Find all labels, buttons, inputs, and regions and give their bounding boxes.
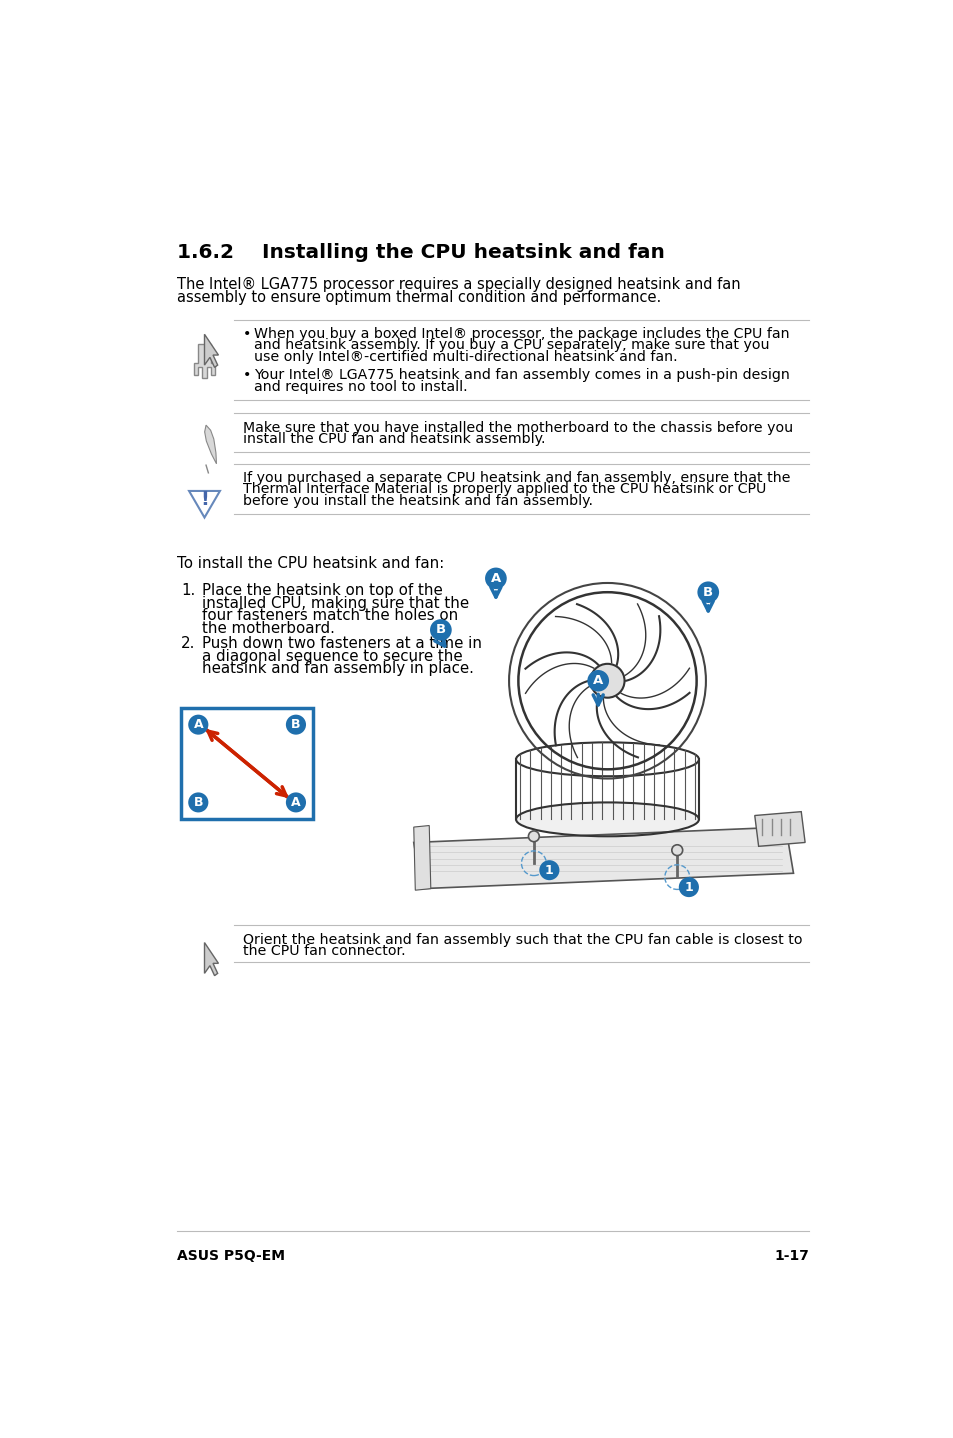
Text: A: A	[593, 674, 602, 687]
Polygon shape	[205, 426, 216, 464]
Text: 2.: 2.	[181, 636, 195, 651]
Text: the CPU fan connector.: the CPU fan connector.	[243, 945, 405, 959]
Text: 1: 1	[544, 864, 553, 877]
Circle shape	[528, 831, 538, 841]
Text: install the CPU fan and heatsink assembly.: install the CPU fan and heatsink assembl…	[243, 433, 545, 446]
Ellipse shape	[516, 802, 699, 837]
Text: Thermal Interface Material is properly applied to the CPU heatsink or CPU: Thermal Interface Material is properly a…	[243, 483, 766, 496]
Text: A: A	[193, 718, 203, 731]
Circle shape	[590, 664, 624, 697]
Circle shape	[484, 568, 506, 590]
Polygon shape	[414, 825, 431, 890]
Text: Your Intel® LGA775 heatsink and fan assembly comes in a push-pin design: Your Intel® LGA775 heatsink and fan asse…	[253, 368, 789, 383]
Text: the motherboard.: the motherboard.	[202, 621, 335, 636]
Text: ASUS P5Q-EM: ASUS P5Q-EM	[177, 1250, 285, 1263]
Text: When you buy a boxed Intel® processor, the package includes the CPU fan: When you buy a boxed Intel® processor, t…	[253, 326, 789, 341]
Text: B: B	[193, 795, 203, 810]
Text: A: A	[291, 795, 300, 810]
Text: To install the CPU heatsink and fan:: To install the CPU heatsink and fan:	[177, 557, 444, 571]
Circle shape	[671, 844, 682, 856]
Text: A: A	[490, 572, 500, 585]
Text: use only Intel®-certified multi-directional heatsink and fan.: use only Intel®-certified multi-directio…	[253, 351, 677, 364]
Circle shape	[188, 792, 208, 812]
Text: The Intel® LGA775 processor requires a specially designed heatsink and fan: The Intel® LGA775 processor requires a s…	[177, 276, 740, 292]
Text: Push down two fasteners at a time in: Push down two fasteners at a time in	[202, 636, 481, 651]
Text: •: •	[243, 326, 252, 341]
Text: a diagonal sequence to secure the: a diagonal sequence to secure the	[202, 649, 462, 663]
Polygon shape	[754, 811, 804, 847]
Text: Orient the heatsink and fan assembly such that the CPU fan cable is closest to: Orient the heatsink and fan assembly suc…	[243, 933, 801, 946]
Polygon shape	[414, 827, 793, 889]
Text: 1.6.2    Installing the CPU heatsink and fan: 1.6.2 Installing the CPU heatsink and fa…	[177, 243, 664, 262]
Polygon shape	[204, 942, 218, 975]
Text: B: B	[436, 624, 445, 637]
Text: 1: 1	[684, 880, 693, 893]
Text: If you purchased a separate CPU heatsink and fan assembly, ensure that the: If you purchased a separate CPU heatsink…	[243, 470, 790, 485]
Text: !: !	[200, 490, 209, 509]
Text: Place the heatsink on top of the: Place the heatsink on top of the	[202, 582, 442, 598]
Text: four fasteners match the holes on: four fasteners match the holes on	[202, 608, 458, 623]
FancyBboxPatch shape	[181, 707, 313, 820]
Text: Make sure that you have installed the motherboard to the chassis before you: Make sure that you have installed the mo…	[243, 420, 793, 434]
Circle shape	[697, 581, 719, 603]
Circle shape	[430, 620, 452, 641]
Text: and heatsink assembly. If you buy a CPU separately, make sure that you: and heatsink assembly. If you buy a CPU …	[253, 338, 769, 352]
Polygon shape	[204, 334, 218, 367]
Text: before you install the heatsink and fan assembly.: before you install the heatsink and fan …	[243, 495, 593, 509]
Text: •: •	[243, 368, 252, 383]
Text: and requires no tool to install.: and requires no tool to install.	[253, 380, 467, 394]
Text: 1-17: 1-17	[773, 1250, 808, 1263]
Text: B: B	[702, 585, 713, 598]
Polygon shape	[194, 344, 214, 378]
Text: 1.: 1.	[181, 582, 195, 598]
Circle shape	[587, 670, 608, 692]
Circle shape	[538, 860, 558, 880]
Circle shape	[286, 792, 306, 812]
Circle shape	[188, 715, 208, 735]
Text: installed CPU, making sure that the: installed CPU, making sure that the	[202, 595, 469, 611]
Text: assembly to ensure optimum thermal condition and performance.: assembly to ensure optimum thermal condi…	[177, 290, 661, 305]
Circle shape	[679, 877, 699, 897]
Text: B: B	[291, 718, 300, 731]
Circle shape	[286, 715, 306, 735]
Text: heatsink and fan assembly in place.: heatsink and fan assembly in place.	[202, 661, 474, 676]
